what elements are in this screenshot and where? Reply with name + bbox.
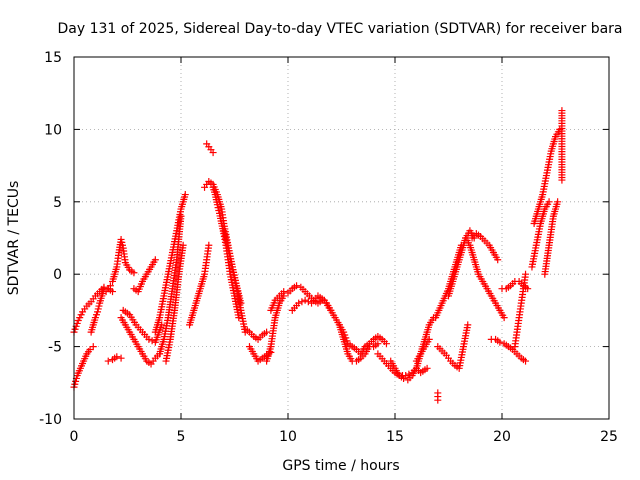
x-tick-label: 15 (386, 429, 404, 445)
x-tick-label: 10 (279, 429, 297, 445)
y-tick-label: 10 (44, 122, 62, 138)
y-tick-label: -10 (39, 412, 62, 428)
series-track (487, 335, 530, 365)
plot-frame (73, 56, 610, 420)
data-point (293, 282, 301, 290)
data-point (113, 353, 121, 361)
x-axis-label: GPS time / hours (282, 458, 399, 474)
series-track (434, 321, 472, 372)
data-point (263, 328, 271, 336)
series-track (323, 299, 382, 365)
data-point (179, 241, 187, 249)
data-point (151, 256, 159, 264)
data-point (104, 357, 112, 365)
data-point (295, 299, 303, 307)
series-track (387, 314, 438, 384)
series-track (528, 198, 553, 271)
data-point (500, 314, 508, 322)
series-track (70, 343, 97, 391)
data-point (148, 337, 156, 345)
x-tick-label: 5 (177, 429, 186, 445)
y-tick-label: 0 (53, 267, 62, 283)
series-track (186, 241, 213, 329)
data-point (117, 354, 125, 362)
series-track (558, 107, 566, 184)
x-tick-label: 25 (600, 429, 618, 445)
series-track (541, 198, 562, 278)
y-axis-label: SDTVAR / TECUs (6, 181, 22, 296)
y-tick-label: 15 (44, 50, 62, 66)
data-point (237, 299, 245, 307)
series-track (220, 227, 245, 307)
y-tick-label: -5 (48, 340, 62, 356)
data-marks (70, 107, 566, 404)
data-point (494, 256, 502, 264)
series-track (263, 292, 288, 365)
data-point (496, 338, 504, 346)
series-track (117, 314, 164, 368)
y-tick-label: 5 (53, 195, 62, 211)
data-point (181, 191, 189, 199)
data-point (235, 314, 243, 322)
series-track (412, 335, 433, 365)
chart-title: Day 131 of 2025, Sidereal Day-to-day VTE… (57, 21, 622, 37)
data-point (464, 321, 472, 329)
series-track (104, 353, 125, 365)
data-point (522, 270, 530, 278)
data-point (374, 340, 382, 348)
series-track (162, 241, 187, 365)
data-point (130, 269, 138, 277)
series-track (203, 140, 217, 157)
data-point (558, 176, 566, 184)
series-track (87, 285, 108, 336)
data-point (423, 364, 431, 372)
data-point (145, 335, 153, 343)
data-point (554, 198, 562, 206)
series-track (530, 125, 564, 228)
series-track (432, 241, 465, 322)
data-point (400, 374, 408, 382)
series-track (462, 234, 508, 322)
series-track (468, 230, 502, 264)
data-point (522, 357, 530, 365)
series-track (434, 389, 442, 404)
x-tick-label: 20 (493, 429, 511, 445)
data-point (425, 335, 433, 343)
series-track (102, 235, 138, 296)
series-track (511, 270, 530, 351)
data-point (382, 340, 390, 348)
data-point (205, 241, 213, 249)
data-point (89, 343, 97, 351)
series-track (241, 325, 271, 343)
data-point (301, 296, 309, 304)
data-point (106, 282, 114, 290)
data-point (298, 298, 306, 306)
series-track (130, 256, 159, 296)
data-point (177, 212, 185, 220)
data-point (109, 288, 117, 296)
data-point (209, 149, 217, 157)
data-point (405, 370, 413, 378)
axes: 0 5 10 15 20 25 -10 -5 0 5 10 15 (39, 50, 618, 445)
data-point (434, 396, 442, 404)
series-track (445, 227, 478, 300)
data-point (304, 298, 312, 306)
grid-layer (74, 57, 609, 419)
x-tick-label: 0 (70, 429, 79, 445)
series-track (156, 212, 185, 358)
data-point (280, 288, 288, 296)
data-point (545, 198, 553, 206)
series-track (335, 321, 390, 358)
series-track (151, 191, 189, 336)
